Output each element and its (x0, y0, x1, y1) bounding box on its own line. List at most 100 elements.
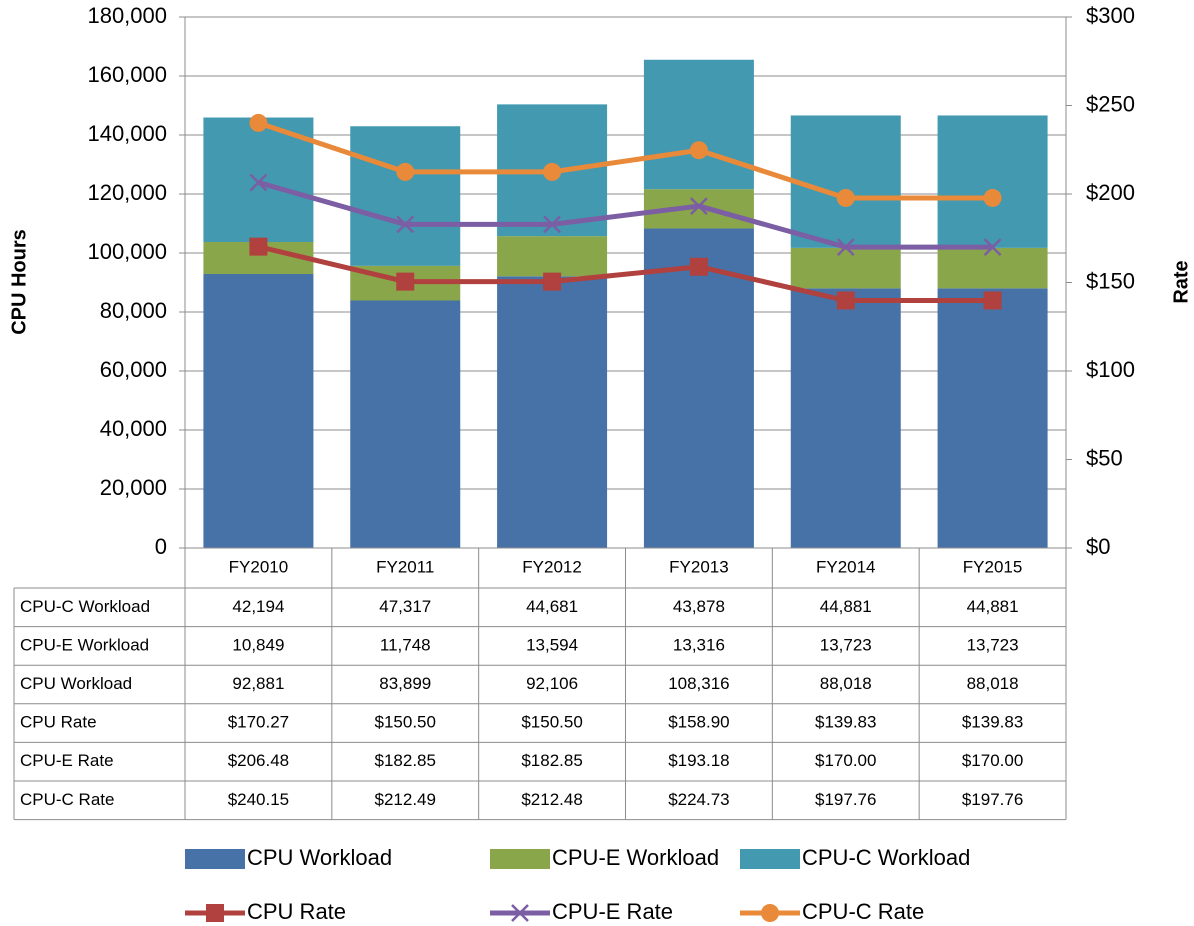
data-label: $197.76 (962, 790, 1023, 809)
data-label: $197.76 (815, 790, 876, 809)
line-marker (689, 141, 708, 160)
line-marker (396, 162, 415, 181)
y-tick-label: 40,000 (100, 416, 167, 441)
line (257, 120, 993, 201)
y-tick-label: 60,000 (100, 357, 167, 382)
data-label: 13,594 (526, 635, 578, 654)
data-label: $150.50 (521, 713, 582, 732)
line-marker (396, 272, 415, 291)
data-label: $212.49 (375, 790, 436, 809)
data-label: $170.00 (815, 751, 876, 770)
line-marker (543, 162, 562, 181)
data-label: $240.15 (228, 790, 289, 809)
y-tick-label: 0 (155, 534, 167, 559)
x-tick-label: FY2010 (229, 557, 289, 576)
data-label: 44,881 (967, 597, 1019, 616)
data-label: $170.00 (962, 751, 1023, 770)
line-marker (249, 237, 268, 256)
legend-label: CPU Rate (247, 899, 346, 924)
y2-tick-label: $50 (1086, 445, 1123, 470)
data-label: 92,106 (526, 674, 578, 693)
data-label: 88,018 (820, 674, 872, 693)
y-tick-label: 160,000 (87, 62, 167, 87)
data-label: $150.50 (375, 713, 436, 732)
data-label: 83,899 (379, 674, 431, 693)
y-tick-label: 20,000 (100, 475, 167, 500)
bar (790, 247, 901, 289)
x-tick-label: FY2013 (669, 557, 729, 576)
table-row-label: CPU-C Workload (20, 597, 150, 616)
data-label: 13,723 (820, 635, 872, 654)
x-tick-label: FY2015 (963, 557, 1023, 576)
legend-label: CPU-E Rate (552, 899, 673, 924)
line-marker (543, 272, 562, 291)
data-label: 108,316 (668, 674, 729, 693)
data-label: 43,878 (673, 597, 725, 616)
legend-swatch (740, 849, 800, 869)
y2-axis-title: Rate (1170, 260, 1192, 303)
legend-swatch (185, 849, 245, 869)
data-label: $182.85 (375, 751, 436, 770)
bar (350, 300, 461, 548)
x-tick-label: FY2014 (816, 557, 876, 576)
data-label: 13,316 (673, 635, 725, 654)
bar (937, 247, 1048, 289)
bar (790, 115, 901, 248)
table-row-label: CPU-E Workload (20, 635, 149, 654)
line-marker (836, 238, 855, 256)
data-label: $224.73 (668, 790, 729, 809)
line-marker (983, 291, 1002, 310)
y-tick-label: 140,000 (87, 121, 167, 146)
legend-marker (761, 904, 779, 922)
legend-label: CPU-C Rate (802, 899, 924, 924)
data-label: 92,881 (232, 674, 284, 693)
legend-label: CPU-C Workload (802, 845, 970, 870)
data-label: 44,881 (820, 597, 872, 616)
y2-tick-label: $150 (1086, 268, 1135, 293)
bar (937, 115, 1048, 248)
data-label: 10,849 (232, 635, 284, 654)
y-tick-label: 100,000 (87, 239, 167, 264)
data-label: 88,018 (967, 674, 1019, 693)
table-row-label: CPU-C Rate (20, 790, 114, 809)
legend-marker (511, 904, 529, 922)
line-marker (983, 188, 1002, 207)
line-marker (396, 215, 415, 234)
line-marker (249, 113, 268, 132)
bar (790, 288, 901, 548)
y2-tick-label: $200 (1086, 180, 1135, 205)
legend-label: CPU Workload (247, 845, 392, 870)
table-row-label: CPU-E Rate (20, 751, 114, 770)
bar (203, 274, 314, 548)
data-label: $170.27 (228, 713, 289, 732)
y2-tick-label: $300 (1086, 3, 1135, 28)
line (257, 180, 993, 250)
data-label: 44,681 (526, 597, 578, 616)
line-marker (689, 257, 708, 276)
line-marker (836, 291, 855, 310)
data-label: $182.85 (521, 751, 582, 770)
data-label: 13,723 (967, 635, 1019, 654)
x-tick-label: FY2012 (522, 557, 582, 576)
data-label: 42,194 (232, 597, 284, 616)
bar (497, 236, 608, 277)
data-label: 47,317 (379, 597, 431, 616)
line (257, 244, 993, 304)
y-axis-title: CPU Hours (8, 229, 30, 335)
y-tick-label: 120,000 (87, 180, 167, 205)
bar (643, 59, 754, 190)
bar (937, 288, 1048, 548)
x-tick-label: FY2011 (376, 557, 434, 576)
data-label: $206.48 (228, 751, 289, 770)
data-label: $158.90 (668, 713, 729, 732)
line-marker (690, 197, 708, 215)
y-tick-label: 180,000 (87, 3, 167, 28)
line-marker (983, 238, 1002, 256)
data-label: $139.83 (815, 713, 876, 732)
y2-tick-label: $0 (1086, 534, 1110, 559)
data-label: 11,748 (380, 635, 431, 654)
y-tick-label: 80,000 (100, 298, 167, 323)
bar (497, 276, 608, 548)
data-label: $139.83 (962, 713, 1023, 732)
